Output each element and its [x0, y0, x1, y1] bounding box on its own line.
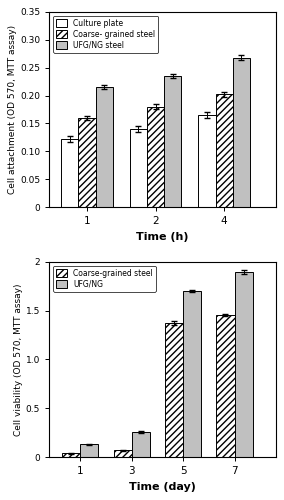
Bar	[165, 323, 183, 457]
Bar	[233, 58, 250, 207]
Legend: Culture plate, Coarse- grained steel, UFG/NG steel: Culture plate, Coarse- grained steel, UF…	[53, 16, 158, 52]
Bar	[235, 272, 252, 457]
Bar	[130, 129, 147, 207]
Bar	[62, 454, 80, 457]
Bar	[199, 115, 216, 207]
Bar	[183, 291, 201, 457]
Bar	[147, 106, 164, 207]
Bar	[131, 432, 150, 457]
X-axis label: Time (day): Time (day)	[129, 482, 196, 492]
Bar	[216, 94, 233, 207]
Text: a.: a.	[65, 18, 78, 30]
Bar	[216, 315, 235, 457]
Legend: Coarse-grained steel, UFG/NG: Coarse-grained steel, UFG/NG	[53, 266, 156, 291]
Bar	[96, 87, 113, 207]
Bar	[114, 450, 131, 457]
Bar	[80, 444, 98, 457]
Text: b.: b.	[65, 268, 79, 280]
X-axis label: Time (h): Time (h)	[136, 232, 189, 241]
Y-axis label: Cell viability (OD 570, MTT assay): Cell viability (OD 570, MTT assay)	[14, 283, 23, 436]
Bar	[78, 118, 96, 207]
Bar	[61, 139, 78, 207]
Bar	[164, 76, 181, 207]
Y-axis label: Cell attachment (OD 570, MTT assay): Cell attachment (OD 570, MTT assay)	[8, 25, 17, 194]
